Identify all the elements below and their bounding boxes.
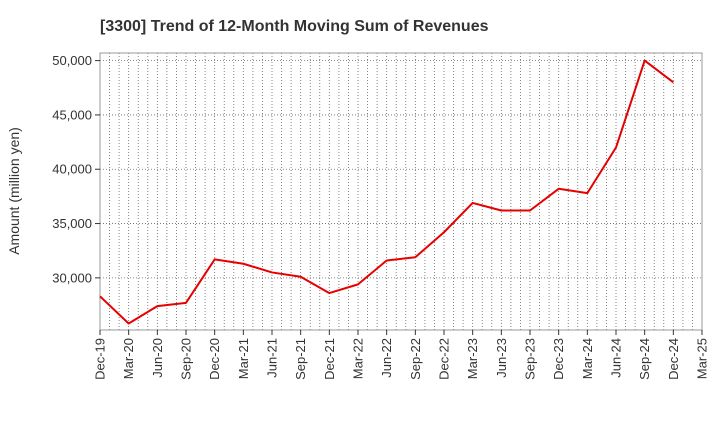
x-tick-label: Dec-24 xyxy=(666,338,681,380)
y-axis-label: Amount (million yen) xyxy=(6,127,22,255)
x-tick-label: Mar-25 xyxy=(695,338,710,379)
y-tick-label: 50,000 xyxy=(52,53,92,68)
y-tick-label: 40,000 xyxy=(52,162,92,177)
x-tick-label: Sep-21 xyxy=(293,338,308,380)
x-tick-label: Mar-23 xyxy=(465,338,480,379)
series-group xyxy=(99,59,674,325)
x-tick-label: Jun-20 xyxy=(150,338,165,378)
x-tick-label: Sep-23 xyxy=(523,338,538,380)
series-line xyxy=(99,59,674,325)
x-tick-label: Jun-22 xyxy=(379,338,394,378)
grid xyxy=(100,53,702,330)
x-tick-label: Jun-21 xyxy=(265,338,280,378)
y-tick-label: 35,000 xyxy=(52,216,92,231)
x-tick-label: Sep-22 xyxy=(408,338,423,380)
y-tick-label: 30,000 xyxy=(52,270,92,285)
x-tick-label: Dec-22 xyxy=(437,338,452,380)
x-tick-label: Dec-23 xyxy=(551,338,566,380)
x-tick-label: Dec-21 xyxy=(322,338,337,380)
x-tick-label: Mar-22 xyxy=(351,338,366,379)
plot-frame xyxy=(99,52,703,331)
chart-title: [3300] Trend of 12-Month Moving Sum of R… xyxy=(100,18,489,35)
x-tick-label: Jun-23 xyxy=(494,338,509,378)
x-tick-label: Mar-24 xyxy=(580,338,595,379)
x-tick-label: Sep-24 xyxy=(637,338,652,380)
x-tick-label: Dec-20 xyxy=(207,338,222,380)
x-tick-label: Mar-20 xyxy=(121,338,136,379)
x-tick-label: Mar-21 xyxy=(236,338,251,379)
y-axis-ticks: 30,000 35,000 40,000 45,000 50,000 xyxy=(52,53,100,285)
x-axis-ticks: Dec-19 Mar-20 Jun-20 Sep-20 Dec-20 Mar-21 Jun-… xyxy=(93,330,710,380)
x-tick-label: Sep-20 xyxy=(179,338,194,380)
y-tick-label: 45,000 xyxy=(52,107,92,122)
x-tick-label: Jun-24 xyxy=(609,338,624,378)
x-tick-label: Dec-19 xyxy=(93,338,108,380)
